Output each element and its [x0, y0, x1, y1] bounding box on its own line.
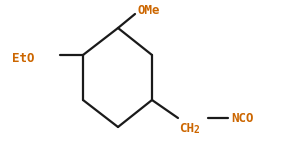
- Text: CH: CH: [179, 122, 194, 135]
- Text: 2: 2: [193, 125, 199, 135]
- Text: EtO: EtO: [12, 52, 34, 65]
- Text: NCO: NCO: [231, 112, 253, 125]
- Text: OMe: OMe: [138, 4, 160, 17]
